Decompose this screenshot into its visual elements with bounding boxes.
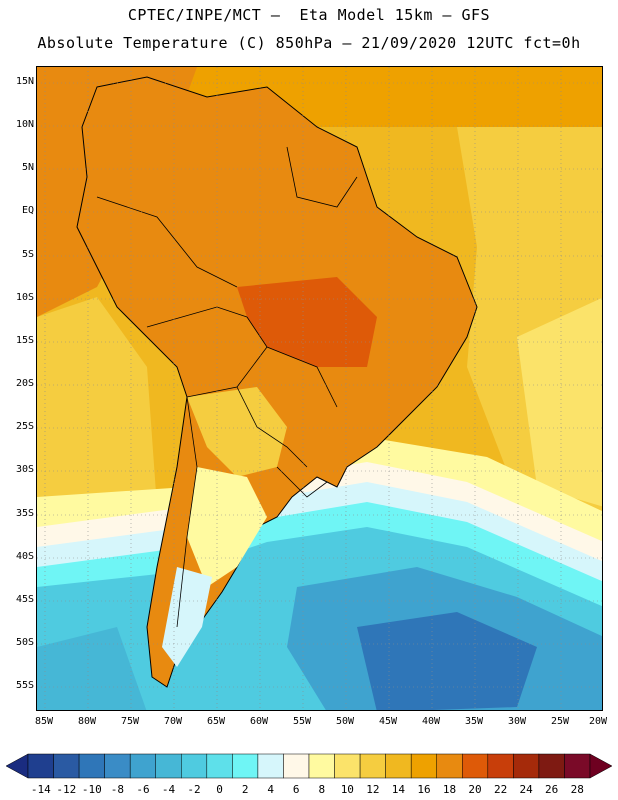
title-line-1: CPTEC/INPE/MCT — Eta Model 15km — GFS [127,6,491,24]
lon-label-50w: 50W [335,716,355,727]
colorbar-label: 2 [241,783,249,796]
lat-label-eq: EQ [21,205,34,216]
colorbar-label: -14 [30,783,51,796]
colorbar-swatch [53,753,80,779]
colorbar-label: -10 [81,783,102,796]
country-borders [96,146,358,628]
lat-label-40s: 40S [15,551,34,562]
colorbar-swatch [334,753,361,779]
lat-label-10s: 10S [15,292,34,303]
lat-lon-grid [37,67,602,710]
colorbar-label: 8 [318,783,326,796]
lat-label-15n: 15N [15,76,34,87]
colorbar-swatch [27,753,54,779]
field-interior-hot [237,277,377,367]
colorbar-label: 22 [493,783,508,796]
colorbar-swatch [232,753,259,779]
colorbar [6,753,612,779]
lon-label-70w: 70W [163,716,183,727]
colorbar-label: -4 [161,783,176,796]
lon-label-35w: 35W [464,716,484,727]
lon-label-30w: 30W [507,716,527,727]
colorbar-swatch [308,753,335,779]
colorbar-label: -2 [187,783,201,796]
lon-label-45w: 45W [378,716,398,727]
lon-label-75w: 75W [120,716,140,727]
colorbar-label: -8 [110,783,125,796]
lat-label-25s: 25S [15,421,34,432]
colorbar-swatch [257,753,284,779]
field-patagonia-north [187,467,267,587]
colorbar-swatch [104,753,131,779]
lon-label-65w: 65W [206,716,226,727]
colorbar-label: 20 [468,783,482,796]
colorbar-label: 24 [519,783,533,796]
colorbar-swatch [538,753,565,779]
colorbar-swatch [564,753,591,779]
colorbar-swatch [206,753,233,779]
field-band-4c [37,482,602,587]
lon-label-20w: 20W [588,716,608,727]
temperature-field-map [37,67,602,710]
field-atlantic-pale [517,297,602,507]
field-pacific-cold [37,627,147,710]
field-pacific-subtropics [37,297,157,517]
colorbar-swatch [155,753,182,779]
colorbar-label: 12 [366,783,380,796]
colorbar-swatch [181,753,208,779]
lat-label-10n: 10N [15,119,34,130]
colorbar-swatch [487,753,514,779]
field-patagonia-south [162,567,212,667]
colorbar-swatch [283,753,310,779]
colorbar-over-arrow [589,753,612,779]
lon-label-40w: 40W [421,716,441,727]
colorbar-swatch [410,753,437,779]
colorbar-swatch [78,753,105,779]
colorbar-label: 16 [417,783,431,796]
lon-label-25w: 25W [550,716,570,727]
lon-label-55w: 55W [292,716,312,727]
lon-label-80w: 80W [77,716,97,727]
colorbar-swatch [436,753,463,779]
map-panel [36,66,603,711]
lat-label-15s: 15S [15,335,34,346]
lon-label-60w: 60W [249,716,269,727]
lat-label-5s: 5S [21,249,34,260]
colorbar-label: -12 [56,783,77,796]
colorbar-label: 10 [340,783,354,796]
colorbar-label: 28 [570,783,584,796]
colorbar-label: 4 [267,783,274,796]
colorbar-swatch [385,753,412,779]
field-band-10c [37,437,602,547]
lon-label-85w: 85W [34,716,54,727]
field-cold-core-2 [357,612,537,710]
field-chaco [187,387,287,477]
colorbar-label: -6 [136,783,150,796]
colorbar-swatch [359,753,386,779]
colorbar-label: 0 [216,783,223,796]
colorbar-swatch [129,753,156,779]
colorbar-swatch [462,753,489,779]
field-band-6c [37,462,602,567]
colorbar-label: 14 [391,783,406,796]
lat-label-45s: 45S [15,594,34,605]
title-line-2: Absolute Temperature (C) 850hPa — 21/09/… [37,34,581,52]
colorbar-under-arrow [6,753,29,779]
colorbar-swatch [513,753,540,779]
lat-label-5n: 5N [21,162,34,173]
lat-label-55s: 55S [15,680,34,691]
colorbar-label: 26 [545,783,559,796]
lat-label-35s: 35S [15,508,34,519]
lat-label-50s: 50S [15,637,34,648]
lat-label-20s: 20S [15,378,34,389]
colorbar-label: 18 [442,783,457,796]
colorbar-label: 6 [292,783,300,796]
lat-label-30s: 30S [15,464,34,475]
